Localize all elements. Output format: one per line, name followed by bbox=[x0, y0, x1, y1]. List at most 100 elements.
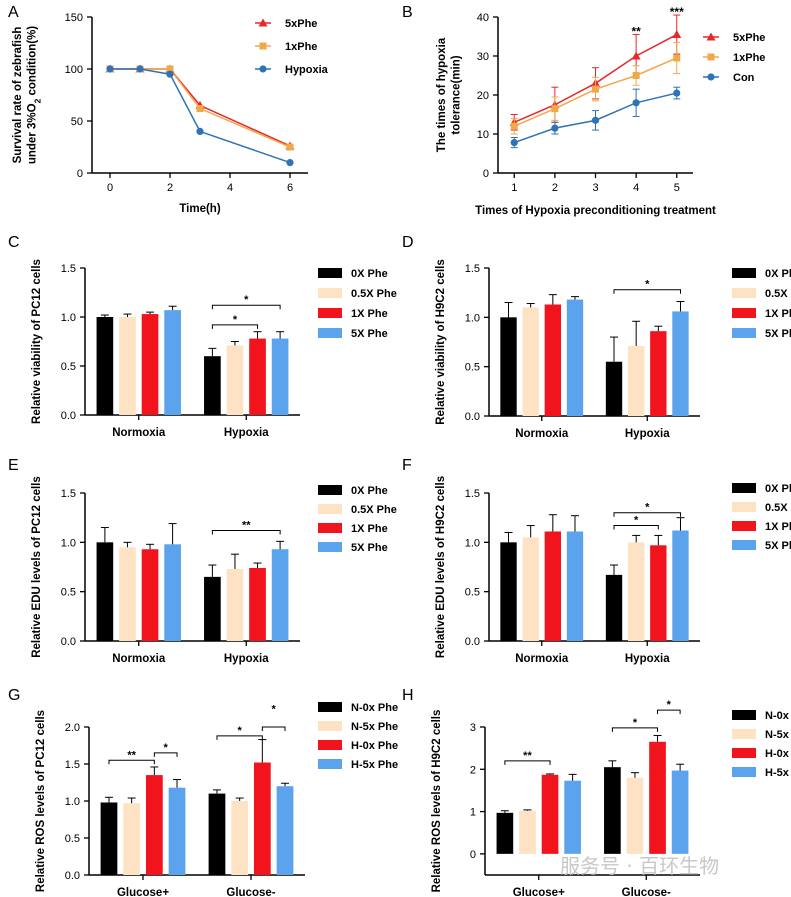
data-point bbox=[286, 143, 294, 151]
bar bbox=[231, 801, 249, 875]
subscript: 2 bbox=[32, 98, 42, 103]
x-tick-label: 4 bbox=[633, 182, 639, 194]
panel-g: G 0.0 0.5 1.0 1.5 2.0 Glucose+ Glucose- N-0x Phe… bbox=[8, 687, 398, 897]
significance-bracket bbox=[613, 512, 681, 517]
panel-letter: H bbox=[402, 687, 414, 704]
legend-swatch bbox=[732, 308, 756, 318]
y-tick-label: 0.0 bbox=[61, 636, 76, 648]
legend-swatch bbox=[732, 521, 756, 531]
data-point bbox=[166, 65, 174, 73]
panel-letter: G bbox=[8, 687, 20, 704]
bar bbox=[626, 777, 644, 854]
legend-label: N-0x Phe bbox=[351, 702, 398, 714]
legend-swatch bbox=[318, 485, 342, 495]
legend-label: 1X Phe bbox=[765, 308, 791, 320]
series-0x-phe bbox=[96, 314, 221, 415]
data-point bbox=[673, 89, 681, 97]
bar bbox=[204, 576, 221, 641]
category-label: Normoxia bbox=[515, 653, 569, 665]
legend-swatch bbox=[732, 710, 756, 720]
data-point bbox=[631, 51, 641, 60]
bar bbox=[119, 317, 136, 415]
category-label: Hypoxia bbox=[224, 653, 269, 665]
y-axis-label: tolerance(min) bbox=[450, 55, 462, 134]
series-1x-phe bbox=[141, 543, 266, 641]
bar bbox=[164, 544, 181, 641]
x-axis-label: Times of Hypoxia preconditioning treatme… bbox=[475, 205, 716, 217]
series-h-5x-phe bbox=[168, 779, 294, 875]
y-tick-label: 1.0 bbox=[465, 537, 480, 549]
x-tick-label: 3 bbox=[592, 182, 598, 194]
data-point bbox=[673, 54, 681, 62]
series-con bbox=[510, 86, 681, 149]
significance-bracket bbox=[613, 289, 681, 294]
bar bbox=[226, 568, 244, 641]
y-tick-label: 0 bbox=[77, 168, 83, 180]
bar bbox=[519, 810, 536, 854]
panel-h: H 0 1 2 3 Glucose+ Glucose- N-0x Phe N-5x Phe H-0… bbox=[402, 687, 791, 897]
x-tick-label: 0 bbox=[107, 182, 113, 194]
panel-e: E 0.0 0.5 1.0 1.5 Normoxia Hypoxia 0X Phe 0.5X P… bbox=[8, 457, 397, 665]
bar bbox=[168, 787, 186, 875]
category-label: Hypoxia bbox=[224, 427, 269, 439]
legend-label: 1X Phe bbox=[765, 521, 791, 533]
legend-label: 5X Phe bbox=[351, 542, 388, 554]
panel-d: D 0.0 0.5 1.0 1.5 Normoxia Hypoxia 0X Phe 0.5X P… bbox=[402, 234, 791, 440]
data-point bbox=[166, 70, 174, 78]
legend-label: 1xPhe bbox=[285, 41, 317, 53]
series-1x-phe bbox=[544, 294, 667, 416]
significance-label: * bbox=[645, 279, 650, 291]
legend-label: 0.5X Phe bbox=[351, 504, 397, 516]
y-tick-label: 1.5 bbox=[61, 488, 76, 500]
data-point bbox=[591, 116, 600, 124]
legend-marker bbox=[707, 73, 715, 81]
significance-label: ** bbox=[631, 25, 641, 39]
data-point bbox=[286, 159, 294, 167]
series-n-5x-phe bbox=[519, 772, 644, 854]
legend-label: H-0x Phe bbox=[765, 748, 791, 760]
significance-bracket bbox=[261, 726, 286, 731]
category-label: Glucose- bbox=[226, 887, 275, 897]
data-point bbox=[672, 30, 682, 39]
y-axis-label: Relative viability of H9C2 cells bbox=[435, 259, 447, 425]
legend-swatch bbox=[732, 748, 756, 758]
significance-bracket bbox=[657, 709, 681, 715]
bar bbox=[253, 762, 271, 875]
data-point bbox=[196, 127, 204, 135]
bar bbox=[627, 345, 645, 416]
legend-label: 0X Phe bbox=[765, 268, 791, 280]
watermark-text: 服务号 · 百环生物 bbox=[560, 854, 720, 878]
series-n-5x-phe bbox=[123, 797, 249, 875]
legend-label: 0X Phe bbox=[351, 485, 388, 497]
y-tick-label: 0.5 bbox=[65, 833, 80, 845]
bar bbox=[544, 531, 562, 641]
series-n-0x-phe bbox=[496, 760, 621, 854]
y-tick-label: 2 bbox=[470, 764, 476, 776]
category-label: Hypoxia bbox=[625, 653, 670, 665]
bar bbox=[564, 780, 581, 854]
y-tick-label: 0.0 bbox=[61, 410, 76, 422]
y-axis-label: Relative EDU levels of H9C2 cells bbox=[435, 476, 447, 658]
panel-letter: B bbox=[402, 4, 413, 21]
significance-bracket bbox=[211, 324, 259, 329]
y-tick-label: 50 bbox=[71, 116, 83, 128]
bar bbox=[164, 310, 181, 415]
y-tick-label: 1.5 bbox=[65, 759, 80, 771]
category-label: Normoxia bbox=[515, 428, 569, 440]
legend-swatch bbox=[318, 740, 342, 750]
legend-swatch bbox=[318, 504, 342, 514]
legend-label: 1xPhe bbox=[733, 52, 765, 64]
y-tick-label: 1 bbox=[470, 807, 476, 819]
y-tick-label: 0.0 bbox=[465, 411, 480, 423]
y-tick-label: 40 bbox=[477, 12, 489, 24]
data-point bbox=[196, 105, 204, 113]
significance-bracket bbox=[153, 752, 178, 757]
series-h-5x-phe bbox=[564, 763, 689, 854]
data-point bbox=[632, 99, 640, 107]
bar bbox=[96, 317, 114, 415]
legend-swatch bbox=[318, 702, 342, 712]
bar bbox=[500, 542, 517, 641]
significance-label: * bbox=[164, 742, 169, 754]
y-tick-label: 20 bbox=[477, 90, 489, 102]
